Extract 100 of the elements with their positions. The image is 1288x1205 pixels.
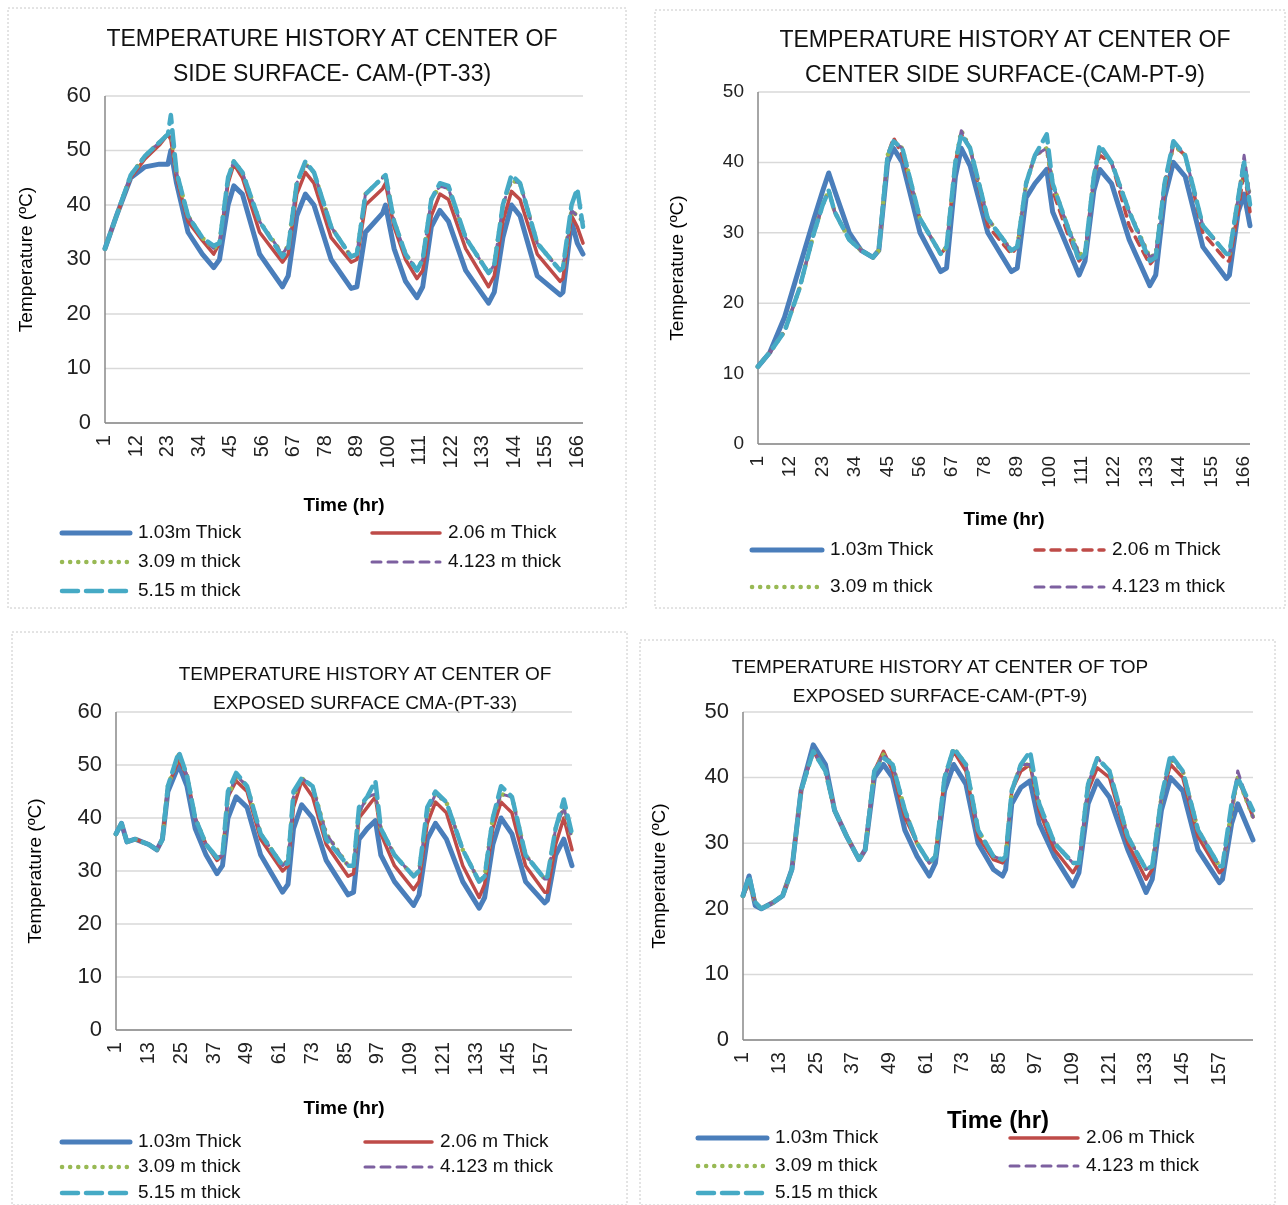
legend-label: 2.06 m Thick — [1086, 1126, 1195, 1148]
x-tick-label: 122 — [438, 435, 461, 469]
x-tick-label: 25 — [168, 1042, 191, 1065]
x-tick-label: 155 — [1199, 456, 1221, 488]
x-tick-label: 23 — [155, 435, 178, 458]
y-tick-label: 50 — [66, 136, 91, 162]
legend-label: 1.03m Thick — [830, 538, 934, 560]
x-tick-label: 73 — [299, 1042, 322, 1065]
y-axis-title: Temperature (ºC) — [648, 803, 670, 949]
x-tick-label: 97 — [365, 1042, 388, 1065]
x-tick-label: 1 — [730, 1052, 753, 1064]
x-tick-label: 45 — [218, 435, 241, 458]
x-tick-label: 37 — [201, 1042, 224, 1065]
legend-label: 2.06 m Thick — [440, 1130, 549, 1152]
legend-label: 1.03m Thick — [775, 1126, 879, 1148]
x-axis-title: Time (hr) — [303, 494, 385, 516]
x-tick-label: 109 — [1060, 1052, 1083, 1086]
x-tick-label: 166 — [1232, 456, 1254, 488]
x-tick-label: 78 — [972, 456, 994, 478]
legend-label: 5.15 m thick — [775, 1181, 878, 1203]
y-tick-label: 30 — [722, 220, 744, 242]
chart-title: TEMPERATURE HISTORY AT CENTER OF EXPOSED SURFACE CMA-(PT-33) — [178, 663, 552, 713]
x-tick-label: 157 — [529, 1042, 552, 1076]
y-tick-label: 10 — [704, 960, 729, 986]
legend-label: 5.15 m thick — [138, 1181, 241, 1203]
x-tick-label: 1 — [103, 1042, 126, 1054]
y-axis-title: Temperature (ºC) — [24, 798, 46, 944]
x-tick-label: 121 — [430, 1042, 453, 1076]
x-tick-label: 56 — [249, 435, 272, 458]
x-tick-label: 12 — [778, 456, 800, 478]
x-tick-label: 25 — [803, 1052, 826, 1075]
x-tick-label: 145 — [496, 1042, 519, 1076]
x-tick-label: 67 — [281, 435, 304, 458]
chart-title: TEMPERATURE HISTORY AT CENTER OF CENTER SIDE SURFACE-(CAM-PT-9) — [779, 26, 1231, 87]
x-tick-label: 85 — [986, 1052, 1009, 1075]
x-tick-label: 97 — [1023, 1052, 1046, 1075]
x-tick-label: 85 — [332, 1042, 355, 1065]
x-tick-label: 13 — [766, 1052, 789, 1075]
x-axis-title: Time (hr) — [946, 1106, 1050, 1134]
x-tick-label: 73 — [950, 1052, 973, 1075]
x-tick-label: 109 — [398, 1042, 421, 1076]
x-tick-label: 89 — [1005, 456, 1027, 478]
y-tick-label: 40 — [66, 190, 91, 216]
y-tick-label: 40 — [77, 803, 102, 829]
legend-label: 4.123 m thick — [440, 1155, 554, 1177]
legend-label: 2.06 m Thick — [448, 521, 557, 543]
y-tick-label: 0 — [716, 1025, 729, 1051]
x-tick-label: 155 — [533, 435, 556, 469]
chart-title: TEMPERATURE HISTORY AT CENTER OF SIDE SURFACE- CAM-(PT-33) — [106, 25, 558, 86]
legend-label: 2.06 m Thick — [1112, 538, 1221, 560]
x-tick-label: 133 — [1133, 1052, 1156, 1086]
x-tick-label: 49 — [234, 1042, 257, 1065]
x-tick-label: 133 — [463, 1042, 486, 1076]
legend-label: 3.09 m thick — [138, 1155, 241, 1177]
y-tick-label: 50 — [77, 750, 102, 776]
x-tick-label: 49 — [876, 1052, 899, 1075]
y-tick-label: 30 — [704, 829, 729, 855]
legend-label: 3.09 m thick — [775, 1154, 878, 1176]
x-tick-label: 13 — [136, 1042, 159, 1065]
x-tick-label: 1 — [92, 435, 115, 447]
legend-label: 1.03m Thick — [138, 1130, 242, 1152]
y-tick-label: 20 — [66, 299, 91, 325]
x-tick-label: 12 — [123, 435, 146, 458]
x-tick-label: 1 — [746, 456, 768, 467]
x-tick-label: 23 — [810, 456, 832, 478]
x-tick-label: 100 — [1037, 456, 1059, 488]
y-axis-title: Temperature (ºC) — [666, 195, 688, 341]
x-tick-label: 89 — [344, 435, 367, 458]
y-tick-label: 10 — [722, 361, 744, 383]
y-tick-label: 20 — [722, 291, 744, 313]
x-tick-label: 121 — [1096, 1052, 1119, 1086]
y-tick-label: 20 — [704, 894, 729, 920]
x-tick-label: 61 — [267, 1042, 290, 1065]
legend-label: 4.123 m thick — [1086, 1154, 1200, 1176]
x-tick-label: 166 — [564, 435, 587, 469]
y-tick-label: 50 — [704, 697, 729, 723]
x-tick-label: 122 — [1102, 456, 1124, 488]
x-tick-label: 45 — [875, 456, 897, 478]
x-tick-label: 111 — [407, 435, 430, 466]
y-tick-label: 30 — [77, 856, 102, 882]
x-axis-title: Time (hr) — [963, 508, 1045, 530]
x-tick-label: 67 — [940, 456, 962, 478]
y-tick-label: 40 — [722, 150, 744, 172]
x-tick-label: 37 — [840, 1052, 863, 1075]
y-tick-label: 10 — [77, 962, 102, 988]
y-tick-label: 20 — [77, 909, 102, 935]
chart-title: TEMPERATURE HISTORY AT CENTER OF TOP EXPOSED SURFACE-CAM-(PT-9) — [731, 656, 1149, 706]
x-tick-label: 61 — [913, 1052, 936, 1075]
x-axis-title: Time (hr) — [303, 1097, 385, 1119]
x-tick-label: 100 — [375, 435, 398, 469]
legend-label: 3.09 m thick — [138, 550, 241, 572]
y-tick-label: 0 — [78, 408, 91, 434]
legend-label: 4.123 m thick — [1112, 575, 1226, 597]
legend-label: 5.15 m thick — [138, 579, 241, 601]
y-tick-label: 40 — [704, 763, 729, 789]
y-axis-title: Temperature (ºC) — [15, 186, 37, 333]
x-tick-label: 133 — [1134, 456, 1156, 488]
x-tick-label: 157 — [1206, 1052, 1229, 1086]
x-tick-label: 34 — [843, 455, 865, 478]
y-tick-label: 60 — [66, 81, 91, 107]
